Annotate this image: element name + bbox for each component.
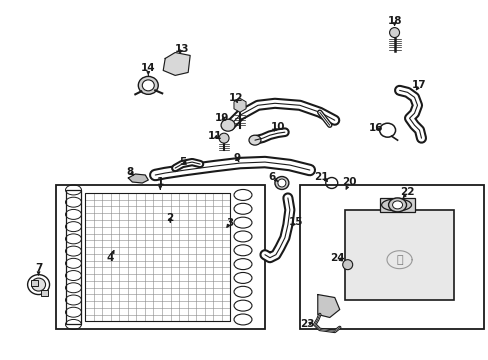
Text: 19: 19 bbox=[214, 113, 229, 123]
Text: 3: 3 bbox=[226, 218, 233, 228]
Bar bbox=[344, 210, 453, 300]
Ellipse shape bbox=[234, 286, 251, 297]
Text: 20: 20 bbox=[342, 177, 356, 187]
Ellipse shape bbox=[234, 314, 251, 325]
Ellipse shape bbox=[219, 133, 228, 143]
Text: 2: 2 bbox=[166, 213, 173, 223]
Text: 4: 4 bbox=[106, 253, 114, 263]
Ellipse shape bbox=[234, 273, 251, 283]
Text: Ⓜ: Ⓜ bbox=[395, 255, 402, 265]
Text: 1: 1 bbox=[156, 177, 163, 187]
Bar bbox=[299, 185, 483, 329]
Text: 18: 18 bbox=[386, 15, 401, 26]
Text: 21: 21 bbox=[314, 172, 328, 182]
Ellipse shape bbox=[221, 119, 235, 131]
Text: 5: 5 bbox=[179, 157, 186, 167]
Text: 12: 12 bbox=[228, 93, 243, 103]
Ellipse shape bbox=[142, 80, 154, 91]
Ellipse shape bbox=[381, 199, 411, 211]
Ellipse shape bbox=[388, 198, 406, 212]
Ellipse shape bbox=[234, 217, 251, 228]
Bar bbox=[85, 193, 229, 321]
Bar bbox=[65, 190, 81, 324]
Ellipse shape bbox=[392, 201, 402, 209]
Polygon shape bbox=[317, 294, 339, 318]
Text: 13: 13 bbox=[175, 44, 189, 54]
Bar bbox=[41, 289, 47, 296]
Text: 6: 6 bbox=[268, 172, 275, 182]
Ellipse shape bbox=[138, 76, 158, 94]
Text: 17: 17 bbox=[411, 80, 426, 90]
Ellipse shape bbox=[234, 189, 251, 201]
Ellipse shape bbox=[248, 135, 261, 145]
Polygon shape bbox=[128, 174, 148, 183]
Ellipse shape bbox=[234, 203, 251, 214]
Text: 14: 14 bbox=[141, 63, 155, 73]
Ellipse shape bbox=[274, 176, 288, 189]
Text: 24: 24 bbox=[330, 253, 345, 263]
Text: 16: 16 bbox=[367, 123, 382, 133]
Ellipse shape bbox=[32, 278, 45, 291]
Ellipse shape bbox=[234, 258, 251, 270]
Ellipse shape bbox=[234, 245, 251, 256]
Ellipse shape bbox=[389, 28, 399, 37]
Bar bbox=[56, 185, 264, 329]
Text: 8: 8 bbox=[126, 167, 134, 177]
Ellipse shape bbox=[342, 260, 352, 270]
Bar bbox=[379, 198, 414, 212]
Text: 11: 11 bbox=[207, 131, 222, 141]
Ellipse shape bbox=[234, 231, 251, 242]
Text: 9: 9 bbox=[233, 153, 240, 163]
Text: 10: 10 bbox=[270, 122, 285, 132]
Text: 7: 7 bbox=[35, 263, 42, 273]
Polygon shape bbox=[163, 53, 190, 75]
Bar bbox=[31, 280, 38, 285]
Text: 23: 23 bbox=[300, 319, 314, 329]
Text: 15: 15 bbox=[288, 217, 303, 227]
Ellipse shape bbox=[234, 300, 251, 311]
Polygon shape bbox=[235, 100, 244, 110]
Ellipse shape bbox=[277, 179, 285, 187]
Text: 22: 22 bbox=[400, 187, 414, 197]
Polygon shape bbox=[233, 98, 245, 112]
